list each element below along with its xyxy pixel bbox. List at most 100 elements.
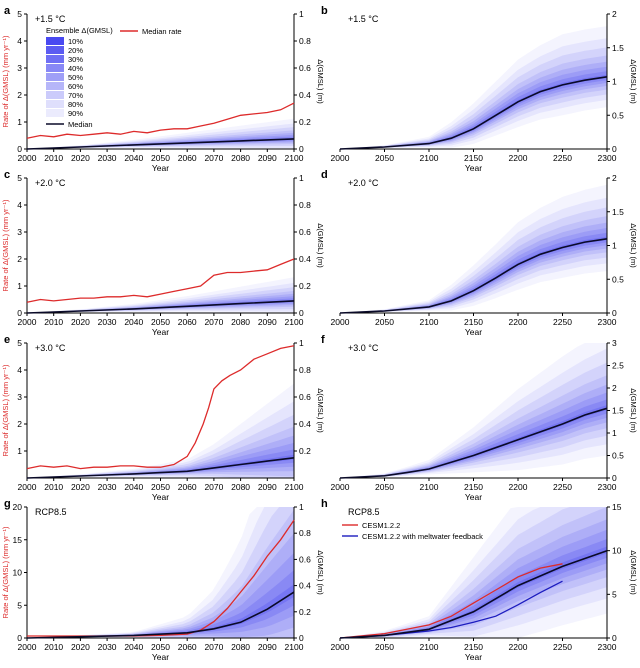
x-tick-label: 2090 <box>258 153 277 163</box>
x-tick-label: 2300 <box>598 317 617 327</box>
y-right-tick-label: 1.5 <box>612 43 624 53</box>
x-tick-label: 2050 <box>151 642 170 652</box>
ensemble-band <box>27 507 294 638</box>
ensemble-band <box>340 362 607 478</box>
scenario-label: +2.0 °C <box>348 178 379 188</box>
y-right-tick-label: 0 <box>612 308 617 318</box>
median-line <box>339 407 608 479</box>
panel-letter-g: g <box>4 498 11 510</box>
rate-line <box>26 345 295 470</box>
y-left-axis-label: Rate of Δ(GMSL) (mm yr⁻¹) <box>1 35 10 127</box>
x-tick-label: 2200 <box>509 642 528 652</box>
y-left-tick-label: 2 <box>17 90 22 100</box>
x-tick-label: 2070 <box>204 642 223 652</box>
x-axis-label: Year <box>152 163 169 173</box>
scenario-label: +3.0 °C <box>348 343 379 353</box>
x-tick-label: 2200 <box>509 482 528 492</box>
panel-c: 2000 2010 2020 2030 2040 2050 2060 2070 2080 2090… <box>1 173 325 337</box>
percentile-swatch <box>46 37 64 45</box>
x-tick-label: 2150 <box>464 642 483 652</box>
median-line <box>26 591 295 639</box>
ensemble-band <box>340 507 607 638</box>
ensemble-band <box>27 127 294 149</box>
percentile-swatch <box>46 73 64 81</box>
x-tick-label: 2000 <box>18 317 37 327</box>
ensemble-band <box>27 134 294 149</box>
y-left-tick-label: 10 <box>13 568 23 578</box>
ensemble-legend: Ensemble Δ(GMSL) 10%20%30%40%50%60%70%80%… <box>46 26 182 129</box>
median-line <box>26 457 295 479</box>
x-tick-label: 2020 <box>71 153 90 163</box>
x-axis-label: Year <box>465 492 482 502</box>
panel-letter-h: h <box>321 498 328 510</box>
panel-h: 2000 2050 2100 2150 2200 2250 2300 Year 0 5 10 15 Δ(… <box>331 502 638 662</box>
y-right-axis-label: Δ(GMSL) (m) <box>629 388 638 433</box>
percentile-swatch <box>46 91 64 99</box>
x-tick-label: 2000 <box>331 153 350 163</box>
x-tick-label: 2100 <box>285 482 304 492</box>
x-tick-label: 2000 <box>331 317 350 327</box>
y-right-tick-label: 0.6 <box>299 392 311 402</box>
panel-g: 2000 2010 2020 2030 2040 2050 2060 2070 2080 2090… <box>1 502 325 662</box>
panel-e: 2000 2010 2020 2030 2040 2050 2060 2070 2080 2090… <box>1 338 325 502</box>
ensemble-band <box>340 47 607 149</box>
x-tick-label: 2070 <box>204 153 223 163</box>
x-tick-label: 2250 <box>553 642 572 652</box>
y-right-tick-label: 1 <box>612 241 617 251</box>
rate-legend-label: Median rate <box>142 27 182 36</box>
y-left-tick-label: 5 <box>17 600 22 610</box>
x-tick-label: 2030 <box>98 153 117 163</box>
panel-letter-f: f <box>321 334 325 346</box>
scenario-label: RCP8.5 <box>35 507 67 517</box>
y-left-tick-label: 1 <box>17 117 22 127</box>
panel-letter-e: e <box>4 334 10 346</box>
percentile-label: 10% <box>68 37 83 46</box>
y-right-tick-label: 0.4 <box>299 90 311 100</box>
y-right-tick-label: 1.5 <box>612 207 624 217</box>
percentile-swatch <box>46 55 64 63</box>
x-tick-label: 2250 <box>553 482 572 492</box>
ensemble-band <box>340 38 607 149</box>
x-tick-label: 2060 <box>178 317 197 327</box>
x-tick-label: 2010 <box>44 317 63 327</box>
y-right-tick-label: 0.5 <box>612 451 624 461</box>
ensemble-band <box>27 296 294 313</box>
x-tick-label: 2150 <box>464 317 483 327</box>
x-tick-label: 2300 <box>598 482 617 492</box>
ensemble-band <box>340 216 607 313</box>
x-tick-label: 2070 <box>204 482 223 492</box>
ensemble-band <box>27 570 294 638</box>
x-tick-label: 2050 <box>375 317 394 327</box>
x-tick-label: 2060 <box>178 482 197 492</box>
cesm-legend-label: CESM1.2.2 <box>362 521 400 530</box>
ensemble-band <box>340 507 607 638</box>
ensemble-band <box>340 66 607 149</box>
x-tick-label: 2000 <box>18 482 37 492</box>
panel-letter-d: d <box>321 169 328 181</box>
y-left-tick-label: 5 <box>17 9 22 19</box>
x-tick-label: 2080 <box>231 482 250 492</box>
scenario-label: RCP8.5 <box>348 507 380 517</box>
y-left-tick-label: 15 <box>13 535 23 545</box>
y-right-tick-label: 0.2 <box>299 446 311 456</box>
ensemble-legend-title: Ensemble Δ(GMSL) <box>46 26 113 35</box>
scenario-label: +2.0 °C <box>35 178 66 188</box>
median-line <box>339 238 608 314</box>
x-tick-label: 2030 <box>98 642 117 652</box>
x-axis-label: Year <box>465 163 482 173</box>
y-right-tick-label: 0.5 <box>612 274 624 284</box>
x-tick-label: 2060 <box>178 153 197 163</box>
percentile-swatch <box>46 64 64 72</box>
y-right-tick-label: 0.2 <box>299 281 311 291</box>
y-right-tick-label: 2 <box>612 383 617 393</box>
y-right-axis-label: Δ(GMSL) (m) <box>629 223 638 268</box>
y-right-tick-label: 0 <box>299 144 304 154</box>
y-right-tick-label: 0.4 <box>299 581 311 591</box>
y-left-axis-label: Rate of Δ(GMSL) (mm yr⁻¹) <box>1 526 10 618</box>
y-left-tick-label: 4 <box>17 365 22 375</box>
x-axis-label: Year <box>152 492 169 502</box>
x-tick-label: 2020 <box>71 642 90 652</box>
ensemble-band <box>340 529 607 638</box>
ensemble-band <box>340 343 607 478</box>
x-tick-label: 2100 <box>285 642 304 652</box>
